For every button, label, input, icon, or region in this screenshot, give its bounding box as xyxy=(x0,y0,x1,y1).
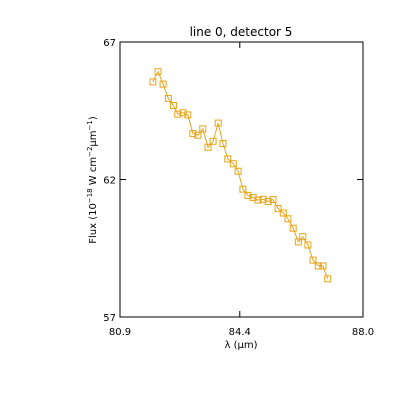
x-tick-label-2: 88.0 xyxy=(352,327,374,338)
data-point-33 xyxy=(314,262,322,270)
y-tick-label-0: 57 xyxy=(103,313,116,324)
data-point-25 xyxy=(274,204,282,212)
y-tick-label-1: 62 xyxy=(103,176,116,187)
data-point-18 xyxy=(239,185,247,193)
data-point-21 xyxy=(254,196,262,204)
data-point-17 xyxy=(234,167,242,175)
x-tick-label-1: 84.4 xyxy=(229,327,251,338)
data-point-15 xyxy=(224,155,232,163)
data-point-28 xyxy=(289,224,297,232)
plot-frame xyxy=(119,41,364,318)
tick-labels: 80.9 84.4 88.0 57 62 67 xyxy=(103,38,374,338)
data-point-6 xyxy=(179,109,187,117)
data-point-5 xyxy=(174,110,182,118)
data-point-2 xyxy=(159,80,167,88)
data-point-24 xyxy=(269,196,277,204)
x-tick-label-0: 80.9 xyxy=(109,327,131,338)
data-point-22 xyxy=(259,195,267,203)
data-point-34 xyxy=(319,262,327,270)
data-point-9 xyxy=(194,131,202,139)
data-point-0 xyxy=(149,78,157,86)
series-line-0 xyxy=(152,70,329,279)
y-tick-label-2: 67 xyxy=(103,38,116,49)
y-axis-label-exp1: −18 xyxy=(86,188,94,203)
y-axis-label-mid: W cm xyxy=(88,157,99,188)
data-point-13 xyxy=(214,119,222,127)
data-point-3 xyxy=(164,94,172,102)
data-point-35 xyxy=(324,275,332,283)
data-point-11 xyxy=(204,143,212,151)
data-point-14 xyxy=(219,140,227,147)
data-point-19 xyxy=(244,191,252,199)
chart-title: line 0, detector 5 xyxy=(190,25,293,39)
y-axis-label-post: ) xyxy=(88,116,99,120)
data-point-12 xyxy=(209,137,217,145)
y-axis-label-pre: Flux (10 xyxy=(88,203,99,244)
data-point-26 xyxy=(279,209,287,217)
data-series xyxy=(149,68,332,283)
data-point-10 xyxy=(199,125,207,133)
data-point-8 xyxy=(189,130,197,138)
data-point-16 xyxy=(229,160,237,168)
y-axis-label: Flux (10−18 W cm−2μm−1) xyxy=(86,116,99,244)
data-point-27 xyxy=(284,215,292,223)
data-point-29 xyxy=(294,238,302,246)
data-point-4 xyxy=(169,102,177,109)
y-axis-label-exp3: −1 xyxy=(86,120,94,130)
data-point-32 xyxy=(309,256,317,264)
y-axis-label-exp2: −2 xyxy=(86,147,94,157)
data-point-1 xyxy=(154,68,162,76)
x-axis-label: λ (μm) xyxy=(224,340,257,351)
data-point-7 xyxy=(184,111,192,119)
data-point-31 xyxy=(304,241,312,249)
y-axis-label-mid2: μm xyxy=(88,130,99,146)
data-point-23 xyxy=(264,198,272,205)
data-point-30 xyxy=(299,233,307,241)
